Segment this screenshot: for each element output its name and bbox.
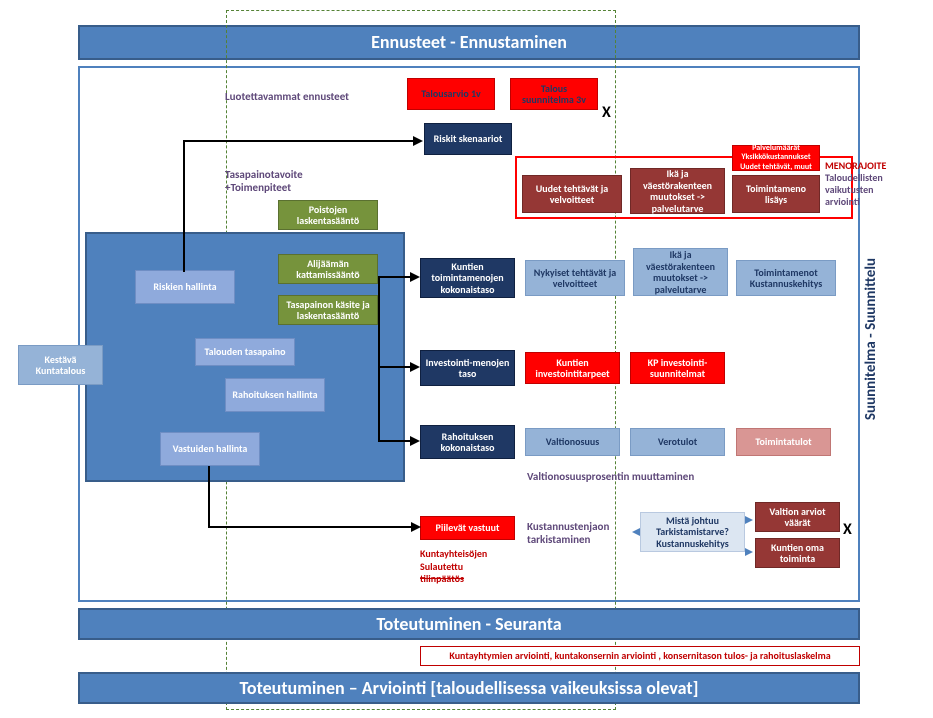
box-kp-investointi: KP investointi-suunnitelmat <box>630 352 725 384</box>
box-rahoituksen: Rahoituksen hallinta <box>225 378 325 412</box>
arrowhead-5 <box>410 436 420 446</box>
kuntayht-1: Kuntayhteisöjen <box>420 547 487 560</box>
label-luotettavammat: Luotettavammat ennusteet <box>225 90 349 103</box>
box-kuntien-toimintamenojen: Kuntien toimintamenojen kokonaistaso <box>420 258 515 298</box>
label-kustannustenjaon: Kustannustenjaon tarkistaminen <box>527 520 637 546</box>
box-toimintatulot: Toimintatulot <box>736 428 831 456</box>
banner-bottom: Toteutuminen – Arviointi [taloudellisess… <box>78 672 860 704</box>
box-palvelumaarat: Palvelumäärät Yksikkökustannukset Uudet … <box>732 145 820 171</box>
arrowhead-3 <box>410 272 420 282</box>
box-verotulot: Verotulot <box>630 428 725 456</box>
box-valtionosuus: Valtionosuus <box>525 428 620 456</box>
box-vastuiden: Vastuiden hallinta <box>160 432 260 466</box>
arrow-v3 <box>378 276 380 442</box>
x-mark-2: X <box>843 520 852 539</box>
kuntayht-3: tilinpäätös <box>420 572 464 585</box>
mini-arrow-2 <box>745 548 753 556</box>
box-investointimenojen: Investointi-menojen taso <box>420 350 515 386</box>
label-tasapaino: Tasapainotavoite +Toimenpiteet <box>225 168 345 194</box>
box-kuntien-investointi: Kuntien investointitarpeet <box>525 352 620 384</box>
box-poistojen: Poistojen laskentasääntö <box>278 200 378 230</box>
arrowhead-4 <box>410 362 420 372</box>
arrow-h4 <box>378 366 412 368</box>
box-ika-vaesto-1: Ikä ja väestörakenteen muutokset -> palv… <box>630 168 725 214</box>
box-toimintameno-lisays: Toimintameno lisäys <box>732 175 820 213</box>
kuntayht-2: Sulautettu <box>420 560 463 573</box>
box-toimintamenot-kust: Toimintamenot Kustannuskehitys <box>736 260 836 296</box>
arrow-h3 <box>378 276 412 278</box>
box-taloussuunnitelma: Talous suunnitelma 3v <box>510 78 598 110</box>
box-piilevat: Piilevät vastuut <box>420 516 515 540</box>
box-talouden: Talouden tasapaino <box>195 338 295 366</box>
banner-mid: Toteutuminen - Seuranta <box>78 608 860 640</box>
arrow-h1 <box>183 140 413 142</box>
arrowhead-2 <box>411 522 421 532</box>
menorajoite-t2: Taloudellisten vaikutusten arviointi <box>825 171 883 208</box>
arrow-h2 <box>208 526 413 528</box>
box-alijaaman: Alijäämän kattamissääntö <box>278 254 378 284</box>
label-kuntayhteisojen: Kuntayhteisöjen Sulautettu tilinpäätös <box>420 548 487 586</box>
red-bar-text: Kuntayhtymien arviointi, kuntakonsernin … <box>420 646 860 666</box>
box-ika-vaesto-2: Ikä ja väestörakenteen muutokset -> palv… <box>633 248 728 296</box>
box-rahoituksen-kokonais: Rahoituksen kokonaistaso <box>420 425 515 459</box>
x-mark-1: X <box>602 103 611 122</box>
label-menorajoite: MENORAJOITE Taloudellisten vaikutusten a… <box>825 160 885 208</box>
side-label: Suunnitelma - Suunnittelu <box>862 258 880 420</box>
box-valtion-arviot: Valtion arviot väärät <box>755 502 840 532</box>
box-nykyiset: Nykyiset tehtävät ja velvoitteet <box>525 260 625 296</box>
label-valtionosuusprosentin: Valtionosuusprosentin muuttaminen <box>527 470 694 483</box>
box-uudet-tehtavat: Uudet tehtävät ja velvoitteet <box>522 175 622 213</box>
box-riskien: Riskien hallinta <box>135 270 235 304</box>
box-mista-johtuu: Mistä johtuu Tarkistamistarve? Kustannus… <box>640 512 745 552</box>
box-kuntien-oma: Kuntien oma toiminta <box>755 538 840 568</box>
arrow-v2 <box>208 466 210 528</box>
arrow-v1 <box>183 142 185 272</box>
mini-arrow-1 <box>745 516 753 524</box>
box-kestava: Kestävä Kuntatalous <box>18 345 103 385</box>
box-riskit-skenaariot: Riskit skenaariot <box>424 123 512 155</box>
arrowhead-1 <box>413 136 423 146</box>
box-talousarvio: Talousarvio 1v <box>407 78 495 110</box>
mini-arrow-3 <box>632 528 640 536</box>
arrow-h5 <box>378 440 412 442</box>
box-tasapainon: Tasapainon käsite ja laskentasääntö <box>278 295 378 325</box>
